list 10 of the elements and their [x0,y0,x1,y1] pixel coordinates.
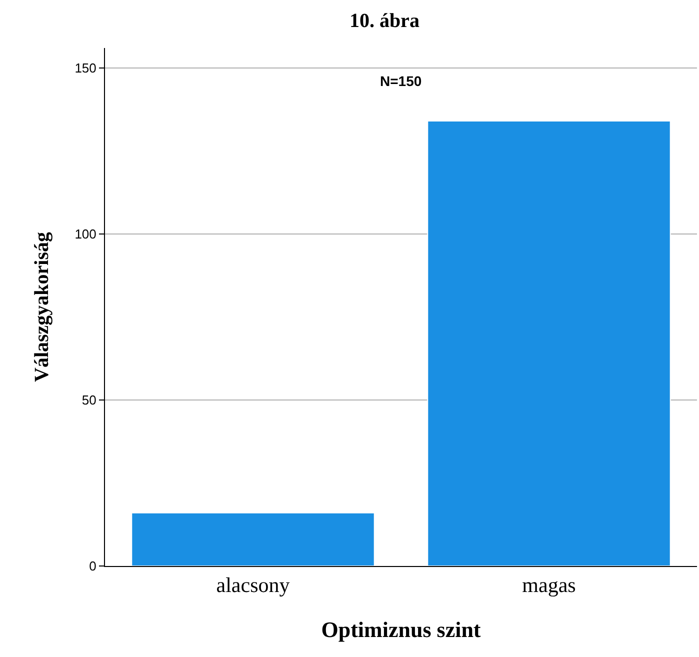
annotation: N=150 [380,73,422,89]
y-tick-label: 50 [82,392,96,408]
y-tick-label: 150 [74,60,96,76]
x-tick-label: magas [522,573,576,598]
chart-title: 10. ábra [349,10,420,32]
y-tick-label: 100 [74,226,96,242]
x-axis-title: Optimiznus szint [321,617,482,642]
x-tick-label: alacsony [216,573,290,598]
y-axis-title: Válaszgyakoriság [31,232,54,382]
y-tick-label: 0 [89,558,96,574]
